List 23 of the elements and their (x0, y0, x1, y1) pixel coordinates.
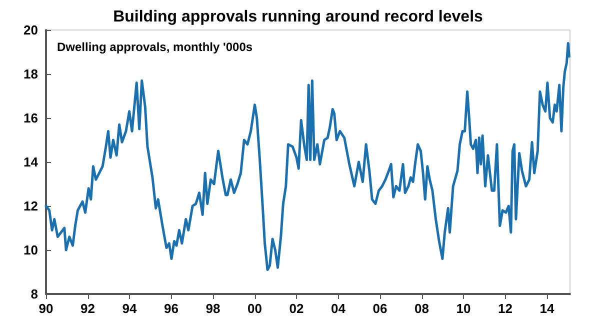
chart-title: Building approvals running around record levels (113, 8, 484, 26)
x-tick-label: 06 (372, 301, 388, 316)
x-tick-label: 12 (498, 301, 513, 316)
text: Dwelling approvals, monthly '000s (57, 40, 253, 54)
x-tick-label: 00 (248, 301, 262, 316)
x-tick-label: 14 (540, 301, 556, 316)
x-tick-label: 90 (38, 301, 54, 316)
y-tick-label: 16 (24, 110, 38, 126)
x-tick-label: 08 (414, 301, 430, 316)
x-tick-label: 10 (456, 301, 471, 316)
x-tick-label: 98 (206, 301, 220, 316)
x-tick-label: 04 (331, 301, 346, 316)
y-tick-label: 12 (24, 198, 38, 214)
y-tick-label: 20 (24, 22, 38, 38)
x-tick-label: 92 (80, 301, 95, 316)
y-tick-label: 14 (24, 154, 39, 170)
x-tick-label: 94 (122, 301, 138, 316)
y-tick-label: 18 (24, 66, 38, 82)
x-tick-label: 02 (289, 301, 304, 316)
y-tick-label: 8 (30, 286, 38, 302)
y-tick-label: 10 (24, 242, 38, 258)
x-tick-label: 96 (164, 301, 178, 316)
line-series (44, 42, 570, 272)
